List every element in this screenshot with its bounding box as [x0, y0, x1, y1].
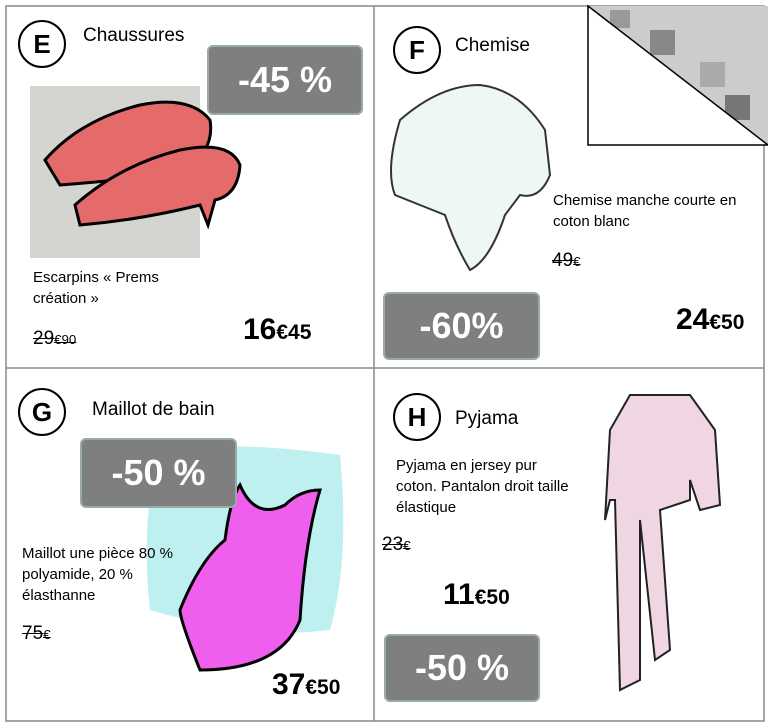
- price: 37€50: [272, 668, 340, 702]
- price-cents: €50: [475, 586, 510, 609]
- price-main: 16: [243, 313, 276, 346]
- old-price-main: 75: [22, 623, 43, 644]
- old-price-cents: €: [403, 538, 410, 553]
- old-price: 29€90: [33, 328, 76, 350]
- old-price-cents: €90: [54, 332, 76, 347]
- discount: -45 %: [207, 45, 363, 115]
- price: 16€45: [243, 313, 311, 347]
- letter: F: [393, 26, 441, 74]
- letter: H: [393, 393, 441, 441]
- old-price: 23€: [382, 534, 411, 556]
- discount: -60%: [383, 292, 540, 360]
- description: Pyjama en jersey pur coton. Pantalon dro…: [396, 455, 576, 518]
- old-price-cents: €: [573, 254, 580, 269]
- letter: G: [18, 388, 66, 436]
- card-title: Maillot de bain: [92, 399, 215, 421]
- price-main: 11: [443, 578, 475, 611]
- price-main: 37: [272, 668, 305, 701]
- discount: -50 %: [384, 634, 540, 702]
- price: 11€50: [443, 578, 510, 612]
- card-title: Chaussures: [83, 25, 184, 47]
- price-cents: €45: [276, 321, 311, 344]
- card-title: Pyjama: [455, 408, 518, 430]
- old-price: 75€: [22, 623, 51, 645]
- price-main: 24: [676, 303, 709, 336]
- description: Escarpins « Prems création »: [33, 267, 193, 309]
- old-price-main: 29: [33, 328, 54, 349]
- price-cents: €50: [305, 676, 340, 699]
- old-price-main: 49: [552, 250, 573, 271]
- old-price-main: 23: [382, 534, 403, 555]
- layout: [0, 0, 768, 725]
- old-price: 49€: [552, 250, 581, 272]
- price-cents: €50: [709, 311, 744, 334]
- old-price-cents: €: [43, 627, 50, 642]
- flyer: E Chaussures -45 % Escarpins « Prems cré…: [0, 0, 768, 725]
- discount: -50 %: [80, 438, 237, 508]
- description: Maillot une pièce 80 % polyamide, 20 % é…: [22, 543, 207, 606]
- description: Chemise manche courte en coton blanc: [553, 190, 753, 232]
- letter: E: [18, 20, 66, 68]
- card-title: Chemise: [455, 35, 530, 57]
- price: 24€50: [676, 303, 744, 337]
